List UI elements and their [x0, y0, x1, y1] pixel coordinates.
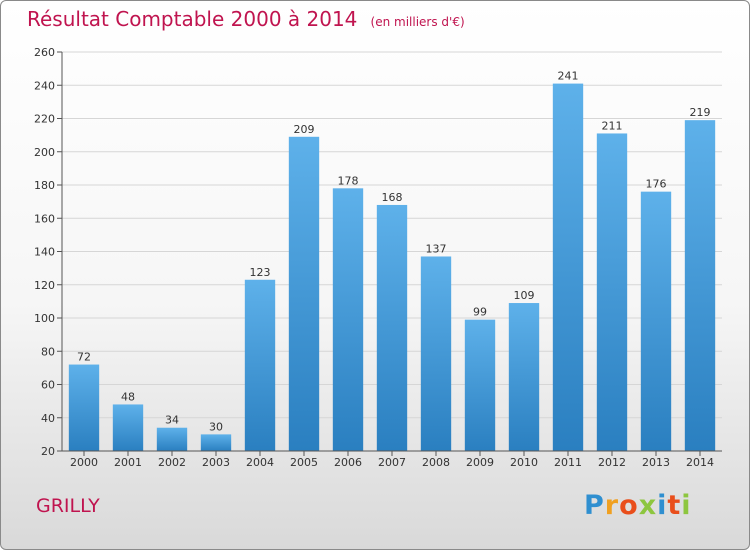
bar [640, 191, 672, 451]
bar-value-label: 168 [382, 191, 403, 204]
logo-letter: i [657, 490, 668, 521]
y-tick-label: 220 [34, 113, 55, 126]
bar-value-label: 99 [473, 306, 487, 319]
bar-value-label: 211 [602, 119, 623, 132]
bar-value-label: 137 [426, 242, 447, 255]
x-tick-label: 2012 [598, 456, 626, 469]
bar [464, 319, 496, 451]
bar [596, 133, 628, 451]
bar-value-label: 48 [121, 390, 135, 403]
bar [420, 256, 452, 451]
x-tick-label: 2011 [554, 456, 582, 469]
bar [552, 83, 584, 452]
y-tick-label: 60 [41, 379, 55, 392]
bar [288, 136, 320, 451]
bar-value-label: 123 [250, 266, 271, 279]
x-tick-label: 2007 [378, 456, 406, 469]
logo-letter: t [667, 490, 682, 521]
proxiti-logo: Proxiti [584, 490, 692, 521]
bar-value-label: 34 [165, 414, 179, 427]
y-tick-label: 200 [34, 146, 55, 159]
bar-value-label: 178 [338, 174, 359, 187]
bar-value-label: 176 [646, 178, 667, 191]
bar-value-label: 209 [294, 123, 315, 136]
y-tick-label: 120 [34, 279, 55, 292]
location-label: GRILLY [36, 495, 100, 517]
y-tick-label: 140 [34, 246, 55, 259]
x-tick-label: 2003 [202, 456, 230, 469]
chart-title: Résultat Comptable 2000 à 2014 (en milli… [27, 7, 465, 31]
bar [508, 303, 540, 451]
bar-value-label: 30 [209, 420, 223, 433]
logo-letter: P [584, 490, 605, 521]
x-tick-label: 2000 [70, 456, 98, 469]
x-tick-label: 2014 [686, 456, 714, 469]
logo-letter: x [638, 490, 658, 521]
x-tick-label: 2004 [246, 456, 274, 469]
x-tick-label: 2001 [114, 456, 142, 469]
x-tick-label: 2013 [642, 456, 670, 469]
x-tick-label: 2002 [158, 456, 186, 469]
logo-letter: o [619, 490, 639, 521]
x-tick-label: 2005 [290, 456, 318, 469]
y-tick-label: 240 [34, 79, 55, 92]
bar [684, 120, 716, 451]
bar-value-label: 219 [690, 106, 711, 119]
y-tick-label: 160 [34, 212, 55, 225]
x-tick-label: 2008 [422, 456, 450, 469]
x-tick-label: 2010 [510, 456, 538, 469]
bar [68, 364, 100, 451]
bar [376, 204, 408, 451]
logo-letter: i [681, 490, 692, 521]
bar-value-label: 109 [514, 289, 535, 302]
bar [112, 404, 144, 451]
bar [156, 427, 188, 451]
y-tick-label: 40 [41, 412, 55, 425]
x-tick-label: 2006 [334, 456, 362, 469]
y-tick-label: 180 [34, 179, 55, 192]
y-tick-label: 80 [41, 345, 55, 358]
chart-title-text: Résultat Comptable 2000 à 2014 [27, 7, 358, 31]
y-tick-label: 20 [41, 445, 55, 458]
bar-value-label: 72 [77, 351, 91, 364]
bar [200, 434, 232, 451]
y-tick-label: 260 [34, 46, 55, 59]
bar-value-label: 241 [558, 70, 579, 83]
bar [244, 279, 276, 451]
y-tick-label: 100 [34, 312, 55, 325]
bar [332, 188, 364, 451]
unit-note: (en milliers d'€) [370, 15, 465, 29]
x-tick-label: 2009 [466, 456, 494, 469]
logo-letter: r [604, 490, 620, 521]
